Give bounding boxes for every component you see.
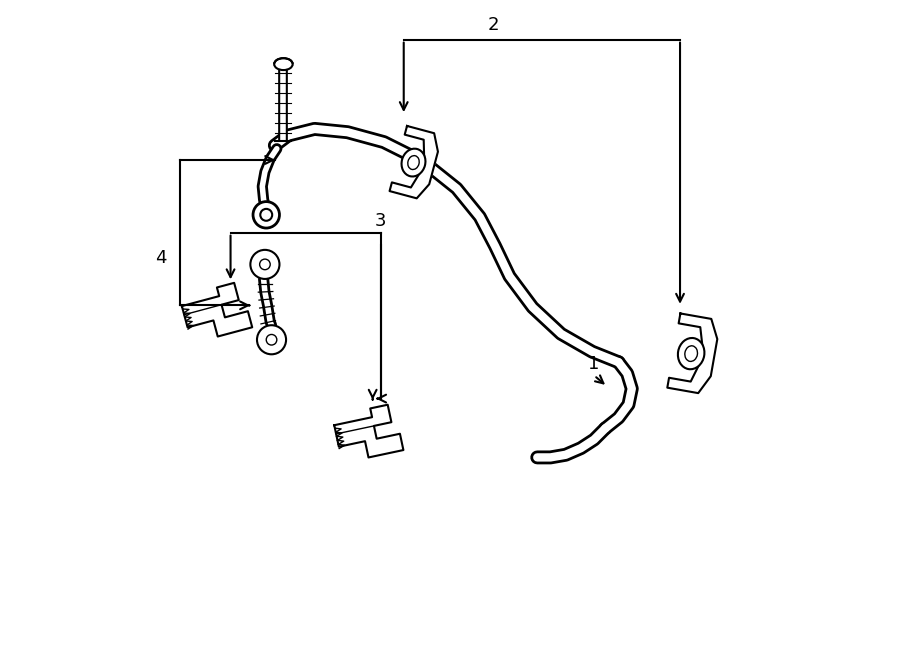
Polygon shape	[182, 283, 252, 336]
Ellipse shape	[401, 149, 426, 176]
Text: 4: 4	[155, 249, 166, 267]
Circle shape	[266, 334, 277, 345]
Circle shape	[253, 202, 280, 228]
Polygon shape	[390, 126, 438, 198]
Text: 3: 3	[374, 212, 386, 230]
Ellipse shape	[274, 58, 292, 70]
Text: 1: 1	[589, 354, 599, 373]
Polygon shape	[334, 405, 403, 457]
Ellipse shape	[685, 346, 698, 362]
Circle shape	[260, 209, 272, 221]
Circle shape	[250, 250, 280, 279]
Ellipse shape	[678, 338, 705, 369]
Polygon shape	[667, 313, 717, 393]
Circle shape	[257, 325, 286, 354]
Text: 2: 2	[487, 17, 499, 34]
Circle shape	[259, 259, 270, 270]
Ellipse shape	[408, 155, 419, 169]
